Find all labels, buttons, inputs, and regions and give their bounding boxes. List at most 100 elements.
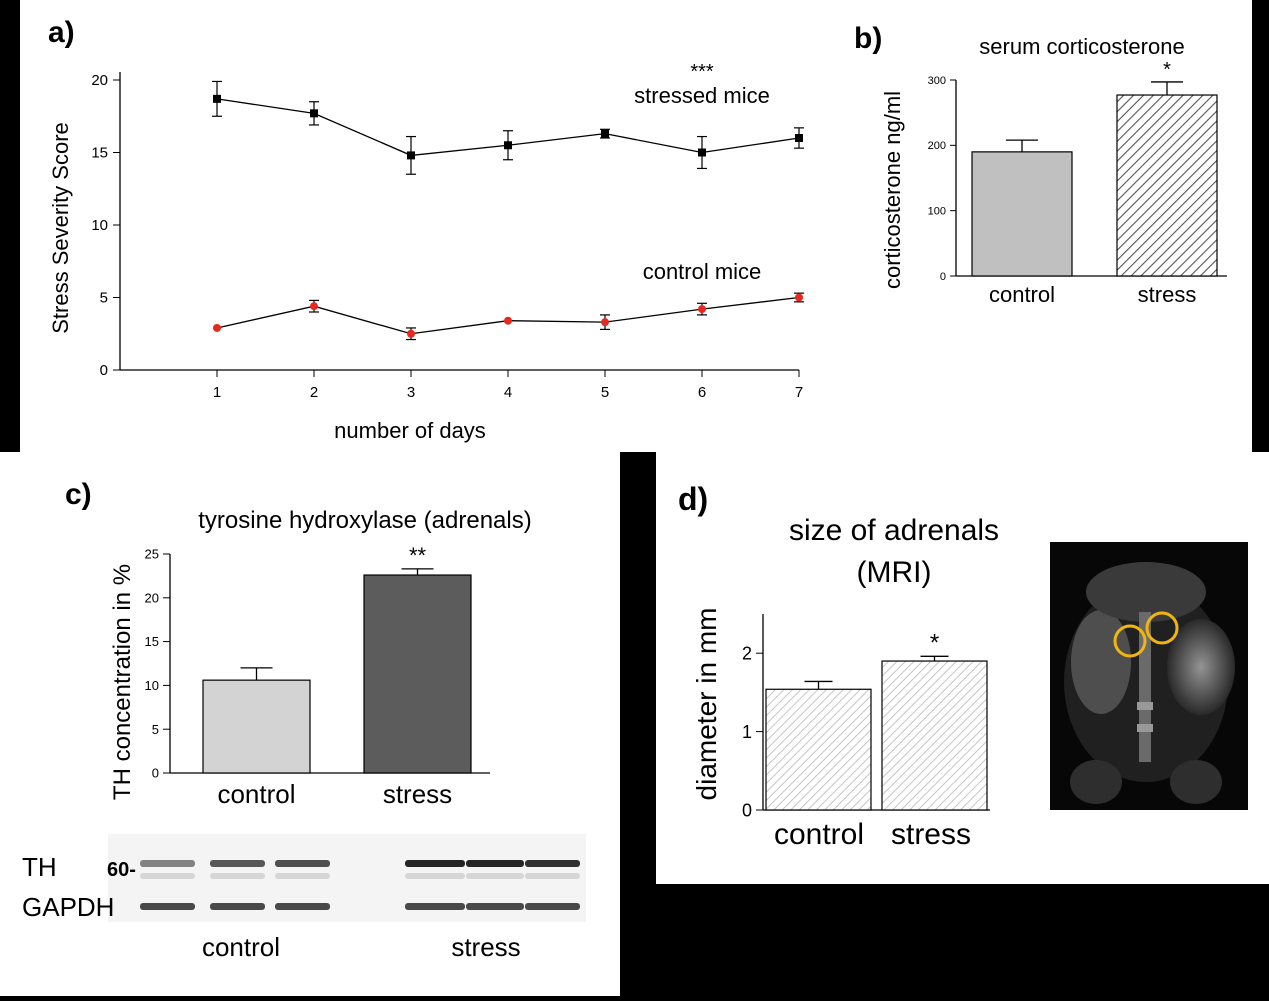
gapdh-band <box>466 903 524 910</box>
data-point <box>407 151 415 160</box>
stressed-significance: *** <box>690 61 714 83</box>
gapdh-band <box>275 903 330 910</box>
th-band <box>525 860 580 867</box>
y-tick-label: 15 <box>91 145 108 162</box>
blot-group-stress: stress <box>451 932 520 962</box>
blot-row-th: TH <box>22 852 57 882</box>
significance-marker: ** <box>409 543 427 568</box>
data-point <box>213 94 221 103</box>
y-tick-label: 0 <box>100 362 108 379</box>
bar-stress <box>363 574 472 774</box>
y-tick-label: 200 <box>928 140 946 152</box>
blot-size-marker: 60- <box>107 859 136 881</box>
y-tick-label: 2 <box>742 644 752 664</box>
adrenal-marker-left <box>1113 624 1147 658</box>
category-label: stress <box>1138 282 1197 307</box>
y-tick-label: 25 <box>145 547 159 562</box>
bar-control <box>971 151 1073 277</box>
th-faint-band <box>210 873 265 879</box>
th-band <box>466 860 524 867</box>
category-label: stress <box>383 779 452 809</box>
blot-row-gapdh: GAPDH <box>22 892 114 922</box>
legend-stressed-mice: stressed mice <box>634 83 770 108</box>
panel-label-a: a) <box>48 16 75 49</box>
y-tick-label: 100 <box>928 206 946 218</box>
stress-severity-chart: a) 0 5 10 15 20 1 2 3 4 5 6 7 number of days Stress… <box>48 16 804 443</box>
category-label: control <box>217 779 295 809</box>
data-point <box>310 109 318 118</box>
y-tick-label: 5 <box>100 290 108 307</box>
panel-c: c) tyrosine hydroxylase (adrenals) TH co… <box>0 452 620 996</box>
data-point <box>601 129 609 138</box>
gapdh-band <box>405 903 465 910</box>
y-tick-label: 10 <box>145 678 159 693</box>
x-tick-label: 4 <box>504 384 512 401</box>
gapdh-band <box>210 903 265 910</box>
mri-image <box>1050 542 1248 810</box>
category-label: control <box>774 818 864 851</box>
tyrosine-hydroxylase-chart: c) tyrosine hydroxylase (adrenals) TH co… <box>22 478 586 962</box>
panel-b: b) serum corticosterone corticosterone n… <box>842 0 1252 452</box>
x-tick-label: 6 <box>698 384 706 401</box>
x-tick-label: 2 <box>310 384 318 401</box>
th-band <box>210 860 265 867</box>
series-line-control <box>216 296 800 335</box>
y-tick-label: 0 <box>742 800 752 820</box>
th-faint-band <box>140 873 195 879</box>
y-axis-label: Stress Severity Score <box>48 122 73 334</box>
legend-control-mice: control mice <box>643 259 762 284</box>
bar-control <box>202 679 311 774</box>
chart-title-line-2: (MRI) <box>857 556 932 589</box>
y-tick-label: 300 <box>928 75 946 87</box>
x-tick-label: 7 <box>795 384 803 401</box>
significance-marker: * <box>930 629 939 656</box>
th-band <box>275 860 330 867</box>
data-point <box>504 316 512 325</box>
panel-d: d) size of adrenals (MRI) diameter in mm… <box>656 452 1269 884</box>
x-tick-label: 3 <box>407 384 415 401</box>
data-point <box>310 302 318 311</box>
panel-a: a) 0 5 10 15 20 1 2 3 4 5 6 7 number of days Stress… <box>20 0 842 452</box>
adrenal-size-chart: d) size of adrenals (MRI) diameter in mm… <box>678 481 1248 851</box>
category-label: control <box>989 282 1055 307</box>
th-faint-band <box>525 873 580 879</box>
y-tick-label: 20 <box>91 72 108 89</box>
bar-stress <box>1116 94 1218 277</box>
chart-title-line-1: size of adrenals <box>789 514 999 547</box>
panel-label-b: b) <box>854 22 882 55</box>
y-tick-label: 0 <box>152 766 159 781</box>
data-point <box>795 134 803 142</box>
corticosterone-chart: b) serum corticosterone corticosterone n… <box>854 22 1227 307</box>
panel-label-d: d) <box>678 481 708 517</box>
category-label: stress <box>891 818 971 851</box>
gapdh-band <box>140 903 195 910</box>
y-tick-label: 20 <box>145 590 159 605</box>
th-band <box>140 860 195 867</box>
gapdh-band <box>525 903 580 910</box>
th-faint-band <box>405 873 465 879</box>
x-axis-label: number of days <box>334 418 486 443</box>
chart-title: tyrosine hydroxylase (adrenals) <box>198 507 531 534</box>
y-tick-label: 10 <box>91 217 108 234</box>
data-point <box>795 293 803 302</box>
data-point <box>601 318 609 327</box>
x-tick-label: 5 <box>601 384 609 401</box>
x-tick-label: 1 <box>213 384 221 401</box>
y-axis-label: diameter in mm <box>691 608 722 801</box>
chart-title: serum corticosterone <box>979 34 1184 59</box>
th-faint-band <box>275 873 330 879</box>
th-faint-band <box>466 873 524 879</box>
data-point <box>213 323 221 332</box>
adrenal-marker-right <box>1145 611 1179 645</box>
y-axis-label: TH concentration in % <box>109 564 136 800</box>
bar-control <box>765 688 872 811</box>
bar-stress <box>881 660 988 811</box>
data-point <box>698 148 706 157</box>
y-axis-label: corticosterone ng/ml <box>880 91 905 289</box>
y-tick-label: 5 <box>152 722 159 737</box>
y-tick-label: 15 <box>145 634 159 649</box>
western-blot: TH GAPDH 60- control stress <box>22 834 586 962</box>
th-band <box>405 860 465 867</box>
data-point <box>698 305 706 314</box>
data-point <box>504 141 512 150</box>
